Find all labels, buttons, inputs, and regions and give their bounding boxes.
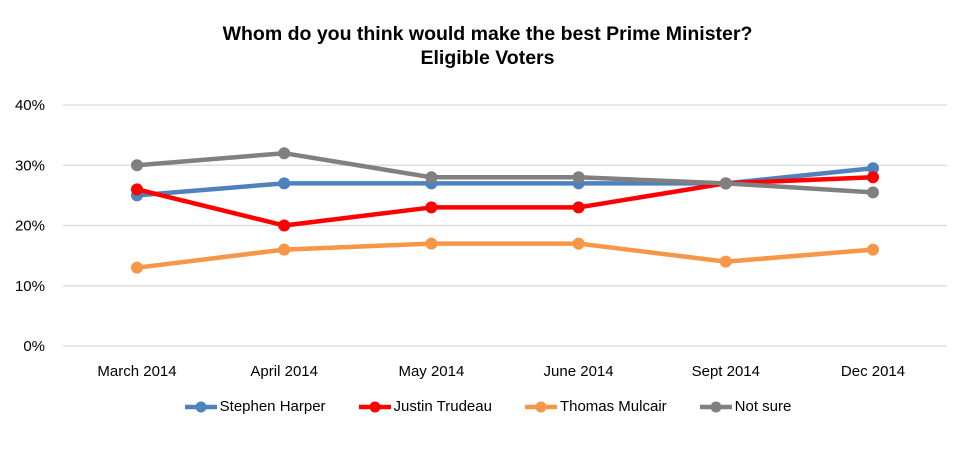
series-not-sure bbox=[131, 147, 879, 199]
x-tick-label: Sept 2014 bbox=[692, 363, 760, 380]
chart-title-main: Whom do you think would make the best Pr… bbox=[222, 23, 753, 45]
x-tick-label: Dec 2014 bbox=[841, 363, 905, 380]
data-point bbox=[278, 219, 291, 232]
data-point bbox=[867, 162, 879, 175]
y-tick-label: 30% bbox=[15, 157, 45, 174]
legend-item: Thomas Mulcair bbox=[524, 398, 667, 415]
data-point bbox=[425, 171, 438, 184]
data-point bbox=[278, 147, 291, 160]
legend-item: Stephen Harper bbox=[184, 398, 326, 415]
gridlines bbox=[63, 104, 947, 347]
data-point bbox=[425, 237, 438, 250]
series-line bbox=[136, 175, 874, 228]
series-thomas-mulcair bbox=[131, 237, 879, 274]
series-line bbox=[136, 241, 874, 270]
y-tick-label: 20% bbox=[15, 218, 45, 235]
data-point bbox=[572, 237, 585, 250]
data-point bbox=[425, 201, 438, 214]
series-line bbox=[136, 150, 874, 195]
legend: Stephen Harper Justin Trudeau Thomas Mulca… bbox=[0, 398, 975, 415]
legend-marker-icon bbox=[699, 401, 732, 412]
data-point bbox=[572, 201, 585, 214]
legend-label: Thomas Mulcair bbox=[559, 398, 667, 415]
data-point bbox=[278, 243, 291, 256]
legend-item: Not sure bbox=[699, 398, 792, 415]
chart-title: Whom do you think would make the best Pr… bbox=[0, 22, 975, 70]
y-tick-label: 40% bbox=[15, 97, 45, 114]
x-axis-ticks: March 2014 April 2014 May 2014 June 2014 Sep… bbox=[97, 363, 905, 380]
y-tick-label: 0% bbox=[23, 338, 45, 355]
data-point bbox=[572, 171, 585, 184]
data-point bbox=[278, 177, 291, 190]
legend-label: Stephen Harper bbox=[219, 398, 326, 415]
x-tick-label: June 2014 bbox=[544, 363, 614, 380]
legend-marker-icon bbox=[358, 401, 391, 412]
legend-item: Justin Trudeau bbox=[358, 398, 492, 415]
y-axis-ticks: 0% 10% 20% 30% 40% bbox=[15, 97, 45, 355]
data-point bbox=[867, 186, 879, 199]
legend-label: Justin Trudeau bbox=[393, 398, 492, 415]
data-point bbox=[867, 243, 879, 256]
data-point bbox=[131, 261, 143, 274]
chart-subtitle: Eligible Voters bbox=[420, 47, 555, 69]
legend-marker-icon bbox=[184, 401, 217, 412]
data-point bbox=[131, 183, 143, 196]
x-tick-label: April 2014 bbox=[250, 363, 318, 380]
data-point bbox=[131, 159, 143, 172]
x-tick-label: March 2014 bbox=[97, 363, 176, 380]
data-point bbox=[719, 255, 732, 268]
legend-marker-icon bbox=[524, 401, 557, 412]
legend-label: Not sure bbox=[734, 398, 792, 415]
series-lines bbox=[131, 147, 879, 274]
x-tick-label: May 2014 bbox=[398, 363, 464, 380]
series-justin-trudeau bbox=[131, 171, 879, 232]
y-tick-label: 10% bbox=[15, 278, 45, 295]
data-point bbox=[867, 171, 879, 184]
data-point bbox=[719, 177, 732, 190]
